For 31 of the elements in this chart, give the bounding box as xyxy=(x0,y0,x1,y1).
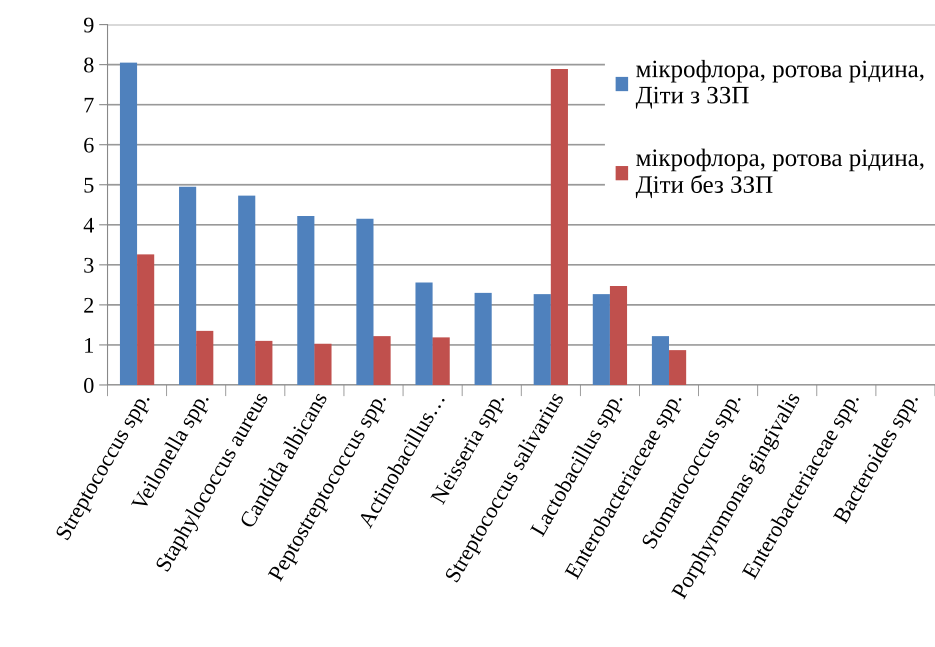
y-tick-label: 1 xyxy=(85,338,93,353)
bar xyxy=(137,254,154,385)
bar xyxy=(610,286,628,385)
bar xyxy=(415,282,433,385)
bar xyxy=(374,336,391,385)
bar xyxy=(652,336,670,385)
y-tick-label: 2 xyxy=(84,298,94,313)
bar xyxy=(356,218,374,385)
y-tick-label: 6 xyxy=(84,138,94,153)
bar xyxy=(534,294,551,385)
bar xyxy=(669,350,686,385)
bar xyxy=(592,294,610,385)
bar xyxy=(255,340,272,385)
legend-label: мікрофлора, ротова рідина, Діти без ЗЗП xyxy=(636,148,924,198)
y-tick-label: 7 xyxy=(84,98,94,112)
y-tick-label: 8 xyxy=(84,58,94,73)
bar xyxy=(238,196,256,385)
bar xyxy=(196,330,214,385)
bar xyxy=(432,337,450,385)
y-tick-label: 3 xyxy=(84,258,94,273)
bar xyxy=(314,344,332,385)
y-tick-label: 9 xyxy=(84,18,94,33)
y-tick-label: 4 xyxy=(84,218,94,233)
bar xyxy=(297,216,314,385)
bar xyxy=(474,292,492,385)
y-tick-label: 5 xyxy=(84,178,94,193)
y-tick-label: 0 xyxy=(84,378,94,393)
bar xyxy=(120,62,138,385)
bar xyxy=(179,186,196,385)
legend-label: мікрофлора, ротова рідина, Діти з ЗЗП xyxy=(636,60,924,109)
bar xyxy=(550,69,568,385)
